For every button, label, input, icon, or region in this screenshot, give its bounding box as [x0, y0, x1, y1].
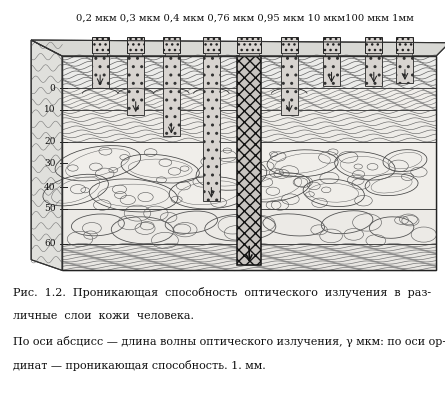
Bar: [237, 37, 262, 54]
Bar: [281, 56, 298, 115]
Bar: [165, 54, 178, 56]
Text: 60: 60: [44, 239, 56, 248]
Polygon shape: [31, 40, 445, 56]
Bar: [92, 37, 109, 54]
Bar: [396, 37, 413, 54]
Bar: [365, 37, 382, 54]
Bar: [62, 110, 436, 142]
Bar: [127, 37, 144, 54]
Text: 0,2 мкм 0,3 мкм 0,4 мкм 0,76 мкм 0,95 мкм 10 мкм100 мкм 1мм: 0,2 мкм 0,3 мкм 0,4 мкм 0,76 мкм 0,95 мк…: [76, 13, 413, 22]
Bar: [62, 243, 436, 270]
Bar: [203, 37, 220, 54]
Bar: [92, 56, 109, 88]
Bar: [129, 54, 142, 56]
Polygon shape: [31, 40, 62, 270]
Bar: [62, 56, 436, 88]
Bar: [203, 56, 220, 201]
Bar: [62, 56, 436, 270]
Bar: [281, 37, 298, 54]
Bar: [62, 209, 436, 243]
Bar: [325, 54, 338, 56]
Text: Рис.  1.2.  Проникающая  способность  оптического  излучения  в  раз-: Рис. 1.2. Проникающая способность оптиче…: [13, 288, 431, 299]
Bar: [93, 54, 107, 56]
Text: 50: 50: [44, 204, 56, 213]
Text: 30: 30: [44, 159, 56, 168]
Bar: [62, 56, 436, 270]
Text: 0: 0: [50, 84, 56, 93]
Bar: [398, 54, 412, 56]
Bar: [163, 37, 180, 54]
Text: личные  слои  кожи  человека.: личные слои кожи человека.: [13, 311, 194, 321]
Bar: [127, 56, 144, 115]
Bar: [323, 56, 340, 85]
Bar: [205, 54, 218, 56]
Text: 20: 20: [44, 138, 56, 146]
Bar: [163, 56, 180, 136]
Text: 40: 40: [44, 183, 56, 192]
Bar: [237, 56, 262, 265]
Bar: [62, 142, 436, 209]
Bar: [367, 54, 380, 56]
Bar: [323, 37, 340, 54]
Bar: [396, 56, 413, 83]
Bar: [365, 56, 382, 85]
Bar: [239, 54, 259, 56]
Text: динат — проникающая способность. 1. мм.: динат — проникающая способность. 1. мм.: [13, 360, 266, 371]
Bar: [283, 54, 296, 56]
Text: По оси абсцисс — длина волны оптического излучения, γ мкм: по оси ор-: По оси абсцисс — длина волны оптического…: [13, 336, 445, 347]
Bar: [62, 88, 436, 110]
Text: 10: 10: [44, 105, 56, 114]
